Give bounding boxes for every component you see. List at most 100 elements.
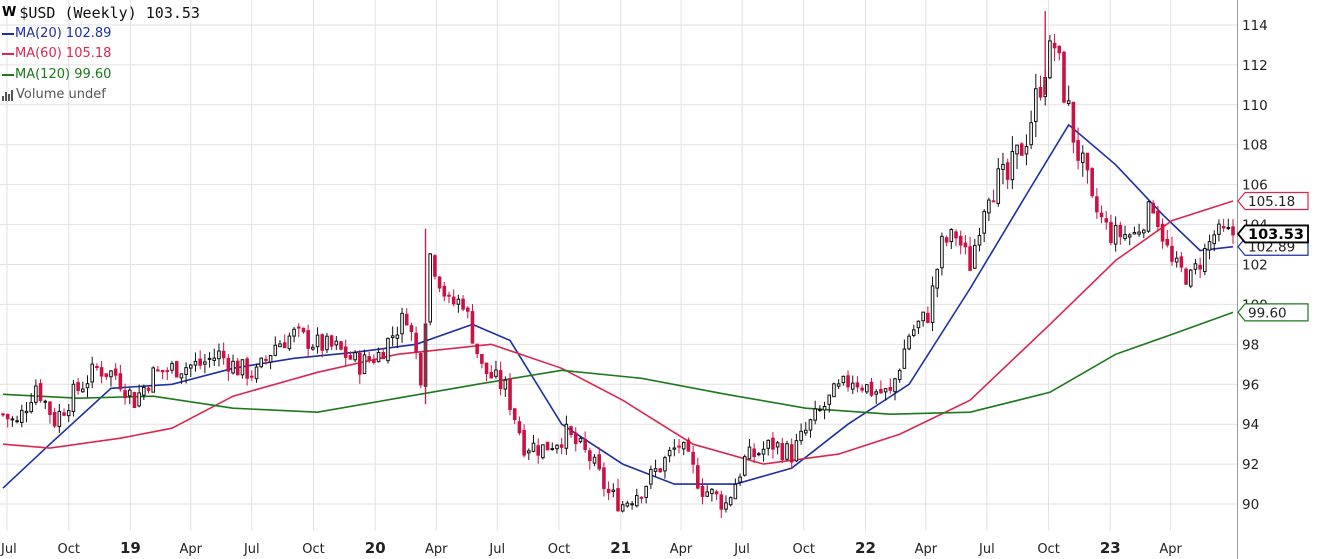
candle-body: [221, 350, 226, 359]
candle-body: [343, 346, 348, 358]
candle-body: [137, 392, 141, 407]
x-tick-label-2: 19: [120, 539, 141, 557]
candle-body: [799, 430, 803, 442]
candle-body: [672, 447, 677, 450]
candle-body: [142, 386, 146, 396]
candle-body: [508, 378, 512, 410]
candle-body: [353, 352, 357, 361]
candle-body: [1057, 45, 1062, 54]
candle-body: [752, 448, 756, 458]
candle-body: [658, 468, 663, 473]
candle-body: [278, 343, 282, 348]
candle-body: [1193, 263, 1198, 270]
candle-body: [649, 469, 653, 485]
candle-body: [395, 334, 400, 339]
candle-body: [555, 444, 559, 450]
candle-body: [15, 420, 19, 423]
candle-body: [212, 357, 217, 361]
y-tick-label-106: 106: [1242, 178, 1268, 194]
candle-body: [57, 410, 62, 427]
candle-body: [977, 234, 982, 246]
candle-body: [484, 362, 489, 375]
candle-body: [897, 369, 902, 381]
candle-body: [400, 312, 404, 335]
candle-body: [475, 343, 479, 355]
candle-body: [113, 368, 118, 376]
candle-body: [836, 383, 841, 387]
ma60-tag-label: 105.18: [1248, 194, 1295, 210]
y-tick-label-90: 90: [1242, 497, 1259, 513]
x-tick-label-17: Oct: [1037, 542, 1059, 557]
candle-body: [771, 437, 775, 450]
candle-body: [818, 409, 822, 412]
candle-body: [879, 388, 883, 394]
candle-body: [95, 365, 99, 368]
candle-body: [747, 446, 752, 460]
candle-body: [841, 375, 846, 384]
candle-body: [564, 423, 569, 449]
legend-item-volume: Volume undef: [2, 85, 200, 106]
candle-body: [296, 326, 301, 329]
candle-body: [700, 485, 705, 497]
candle-body: [757, 453, 761, 456]
candle-body: [156, 369, 160, 372]
candlesticks: [1, 10, 1235, 519]
series-line-ma60: [2, 200, 1234, 465]
candle-body: [958, 235, 963, 246]
candle-body: [217, 350, 221, 360]
candle-body: [616, 488, 620, 512]
candle-body: [1095, 196, 1099, 213]
candle-body: [1109, 222, 1113, 244]
candle-body: [292, 328, 296, 337]
candle-body: [273, 344, 278, 356]
candle-body: [653, 468, 658, 472]
legend-label-ma120: MA(120) 99.60: [15, 66, 112, 82]
candle-body: [66, 410, 71, 417]
candle-body: [550, 448, 555, 451]
candle-body: [1165, 238, 1170, 246]
candle-body: [264, 358, 268, 361]
candle-body: [531, 442, 536, 452]
candle-body: [372, 359, 376, 363]
candle-body: [174, 361, 179, 378]
candle-body: [1188, 269, 1193, 287]
candle-body: [1113, 225, 1118, 245]
candle-body: [935, 268, 940, 289]
candle-body: [5, 413, 10, 420]
candle-body: [761, 448, 766, 455]
candle-body: [259, 357, 263, 368]
candle-body: [250, 375, 254, 378]
candle-body: [1071, 101, 1076, 143]
candle-body: [320, 334, 325, 351]
candle-body: [1212, 234, 1217, 245]
series-line-ma20: [2, 123, 1234, 489]
candle-body: [198, 358, 202, 366]
candle-body: [869, 381, 874, 396]
ma20-tag-label: 102.89: [1248, 240, 1295, 256]
candle-body: [480, 353, 484, 364]
x-tick-label-18: 23: [1100, 539, 1121, 557]
y-tick-label-96: 96: [1242, 377, 1259, 393]
candle-body: [954, 231, 958, 239]
x-tick-label-3: Apr: [180, 542, 203, 557]
candle-body: [433, 255, 437, 277]
candle-body: [803, 429, 808, 434]
x-axis: Jul Oct 19 Apr Jul Oct 20 Apr Jul Oct 21 Apr Jul Oct 2…: [0, 539, 1183, 557]
candle-body: [813, 408, 817, 421]
candle-body: [930, 285, 935, 323]
candle-body: [775, 442, 780, 448]
candle-body: [414, 332, 418, 353]
candle-body: [973, 244, 977, 269]
candle-body: [630, 503, 634, 506]
candle-body: [81, 388, 85, 393]
y-tick-label-102: 102: [1242, 258, 1268, 274]
candle-body: [254, 366, 259, 380]
candle-body: [1132, 231, 1137, 235]
candle-body: [451, 296, 456, 305]
candle-body: [71, 383, 76, 413]
candle-body: [132, 392, 137, 409]
x-tick-label-14: 22: [855, 539, 876, 557]
candle-body: [109, 370, 113, 378]
candle-body: [728, 497, 733, 506]
candle-body: [494, 369, 498, 377]
